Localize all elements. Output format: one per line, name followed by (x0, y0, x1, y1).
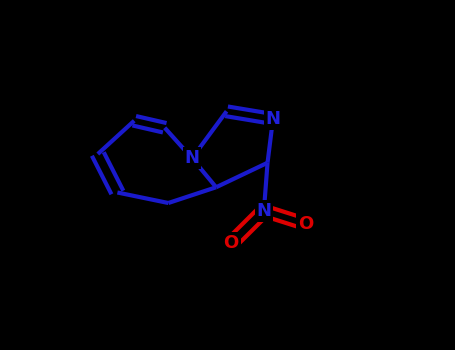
Text: N: N (185, 149, 199, 167)
Text: N: N (257, 202, 271, 220)
Text: O: O (298, 215, 313, 233)
Text: O: O (223, 234, 239, 252)
Text: N: N (266, 110, 280, 128)
